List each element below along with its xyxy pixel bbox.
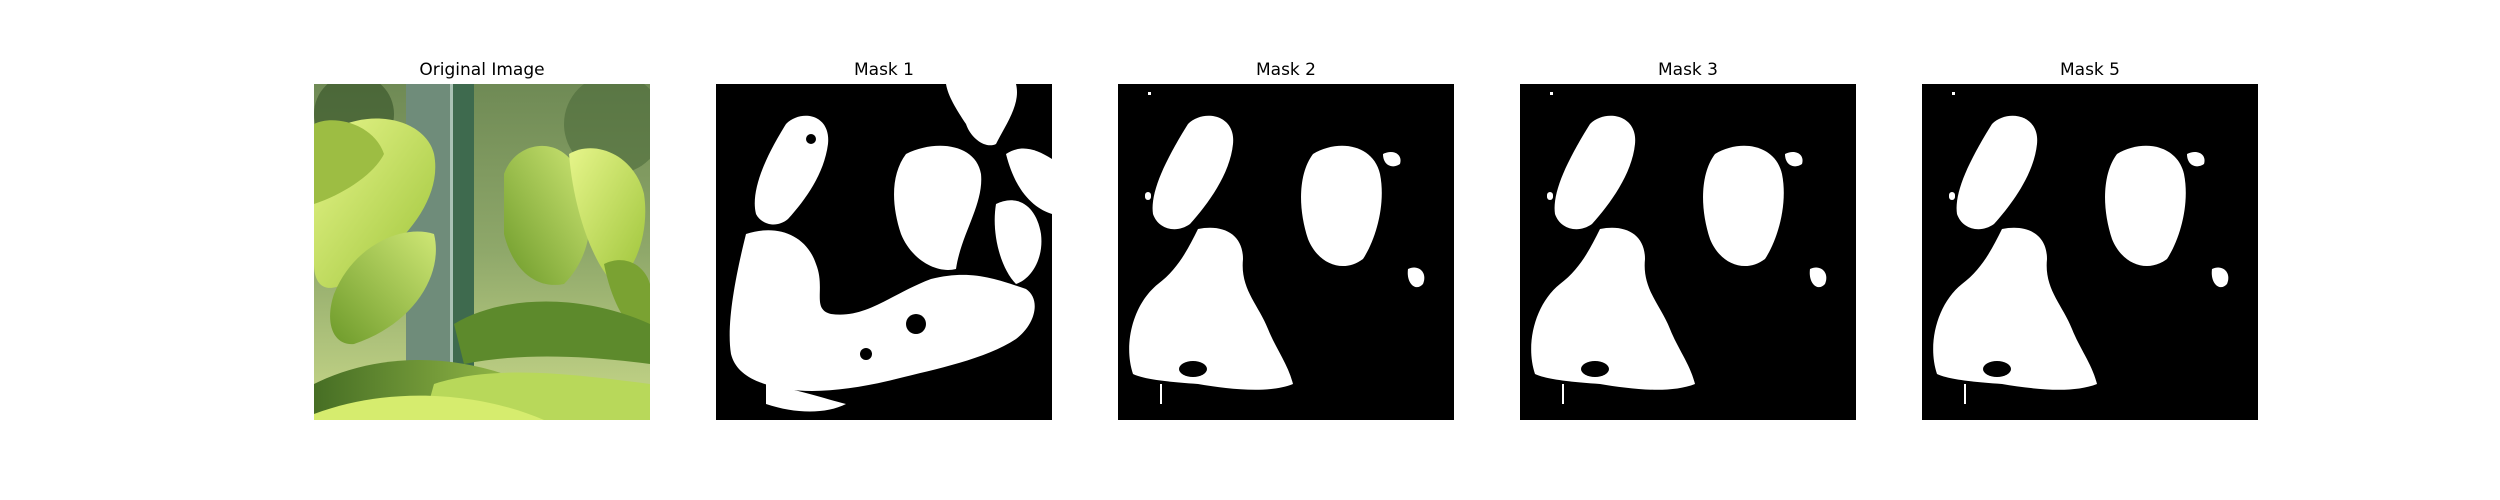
panel-title: Original Image — [419, 60, 545, 80]
mask-3-graphic — [1520, 84, 1856, 420]
mask-5-graphic — [1922, 84, 2258, 420]
mask-1-image — [716, 84, 1052, 420]
mask-5-image — [1922, 84, 2258, 420]
original-photo — [314, 84, 650, 420]
leaf-photo-graphic — [314, 84, 650, 420]
panel-title: Mask 2 — [1255, 60, 1316, 80]
panel-title: Mask 1 — [853, 60, 914, 80]
mask-1-graphic — [716, 84, 1052, 420]
mask-2-image — [1118, 84, 1454, 420]
panel-title: Mask 5 — [2059, 60, 2120, 80]
mask-2-graphic — [1118, 84, 1454, 420]
panel-title: Mask 3 — [1657, 60, 1718, 80]
mask-3-image — [1520, 84, 1856, 420]
